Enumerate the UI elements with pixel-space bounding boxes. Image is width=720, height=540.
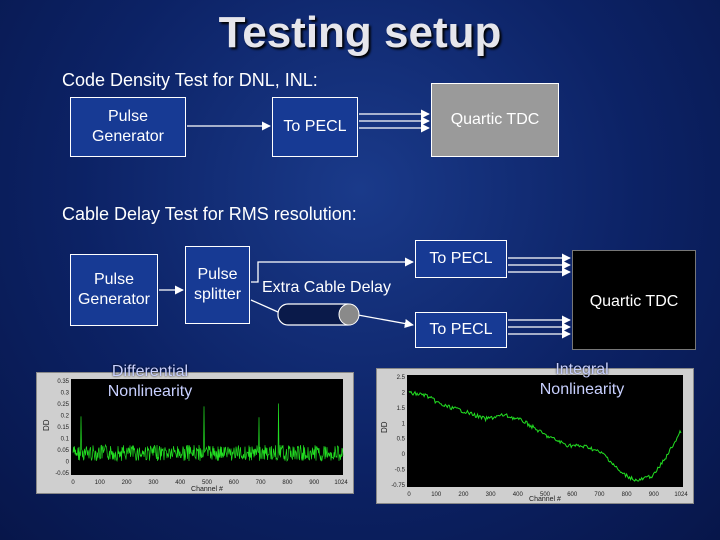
dnl-xtick-label: 500 [202,480,213,486]
pulse-splitter-box: Pulse splitter [185,246,250,324]
svg-text:DD: DD [42,419,51,431]
dnl-label: Differential Nonlinearity [92,362,208,402]
inl-ytick-label: 1.5 [397,406,406,412]
inl-xtick-label: 0 [407,492,411,498]
dnl-ytick-label: -0.05 [55,471,69,477]
inl-ytick-label: 0.5 [397,437,406,443]
inl-xtick-label: 800 [622,492,633,498]
inl-ytick-label: 2.5 [397,375,406,381]
dnl-xtick-label: 1024 [334,480,348,486]
to-pecl-box-top: To PECL [415,240,507,278]
dnl-ytick-label: 0.05 [57,448,69,454]
box-line: To PECL [283,118,347,135]
wire-splitter-to-cable [250,299,279,313]
inl-xtick-label: 600 [567,492,578,498]
cable-delay-heading: Cable Delay Test for RMS resolution: [62,204,357,224]
to-pecl-box-bottom: To PECL [415,312,507,348]
dnl-label-line: Nonlinearity [107,383,193,400]
box-line: Pulse [107,108,148,125]
box-line: splitter [193,286,242,303]
inl-label-line: Integral [555,361,609,378]
svg-text:Channel #: Channel # [529,496,561,503]
inl-xtick-label: 700 [594,492,605,498]
pulse-generator-box-2: Pulse Generator [70,254,158,326]
arrow-cable-to-pecl-bottom [357,314,414,329]
page-title: Testing setup [218,8,502,57]
box-line: To PECL [429,321,493,338]
dnl-xtick-label: 600 [229,480,240,486]
code-density-heading: Code Density Test for DNL, INL: [62,70,318,90]
dnl-ytick-label: 0 [66,460,70,466]
inl-ytick-label: 1 [402,421,406,427]
dnl-xtick-label: 900 [309,480,320,486]
cable-drum-end [338,303,360,326]
inl-ytick-label: 0 [402,452,406,458]
dnl-xtick-label: 300 [148,480,159,486]
inl-ytick-label: 2 [402,390,406,396]
dnl-ytick-label: 0.1 [61,437,70,443]
inl-xtick-label: 1024 [674,492,688,498]
inl-xtick-label: 100 [431,492,442,498]
box-line: Pulse [93,271,134,288]
dnl-xtick-label: 200 [122,480,133,486]
box-line: Quartic TDC [450,111,540,128]
quartic-tdc-box-1: Quartic TDC [431,83,559,157]
box-line: Generator [77,291,151,308]
dnl-ytick-label: 0.2 [61,414,70,420]
box-line: Pulse [197,266,238,283]
dnl-xtick-label: 800 [282,480,293,486]
arrow-splitter-to-pecl-top [251,257,414,283]
extra-cable-delay-label: Extra Cable Delay [262,279,391,296]
inl-xtick-label: 500 [540,492,551,498]
dnl-ytick-label: 0.35 [57,379,69,385]
svg-text:Channel #: Channel # [191,486,223,493]
dnl-ytick-label: 0.25 [57,402,69,408]
inl-xtick-label: 900 [649,492,660,498]
dnl-plot: 0.35 0.3 0.25 0.2 0.15 0.1 0.05 0 -0.05 0 100 200 3… [36,372,354,494]
dnl-xtick-label: 400 [175,480,186,486]
dnl-xtick-label: 100 [95,480,106,486]
box-line: Quartic TDC [589,293,679,310]
inl-label-line: Nonlinearity [539,381,625,398]
quartic-tdc-box-2: Quartic TDC [572,250,696,350]
inl-label: Integral Nonlinearity [522,360,642,400]
box-line: Generator [91,128,165,145]
dnl-label-line: Differential [111,363,189,380]
pulse-generator-box-1: Pulse Generator [70,97,186,157]
dnl-ytick-label: 0.15 [57,425,69,431]
box-line: To PECL [429,250,493,267]
inl-plot: 2.5 2 1.5 1 0.5 0 -0.5 -0.75 0 100 200 300 400 500 60… [376,368,694,504]
inl-ytick-label: -0.5 [395,468,406,474]
inl-xtick-label: 400 [513,492,524,498]
inl-xtick-label: 300 [486,492,497,498]
dnl-xtick-label: 700 [256,480,267,486]
svg-text:DD: DD [380,421,389,433]
to-pecl-box-1: To PECL [272,97,358,157]
dnl-xtick-label: 0 [71,480,75,486]
dnl-ytick-label: 0.3 [61,391,70,397]
inl-xtick-label: 200 [458,492,469,498]
inl-ytick-label: -0.75 [391,483,405,489]
